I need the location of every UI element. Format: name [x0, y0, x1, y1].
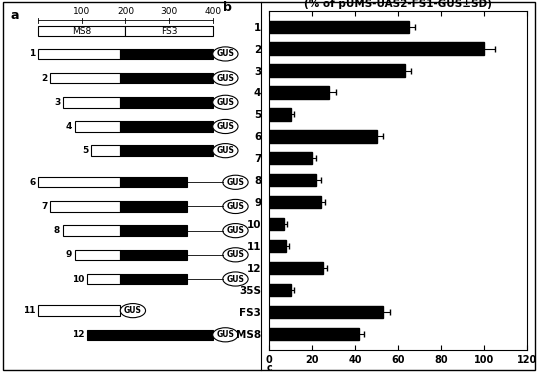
- Bar: [121, 201, 187, 212]
- Bar: [63, 97, 121, 108]
- Text: 200: 200: [117, 7, 134, 16]
- Bar: [90, 145, 121, 156]
- Text: 4: 4: [66, 122, 73, 131]
- Bar: [121, 274, 187, 284]
- Bar: [121, 145, 213, 156]
- Bar: [38, 26, 125, 36]
- Text: 8: 8: [54, 226, 60, 235]
- Bar: [38, 49, 121, 59]
- Bar: [269, 42, 484, 55]
- Text: MS8: MS8: [72, 27, 91, 36]
- Bar: [121, 225, 187, 236]
- Bar: [269, 328, 359, 340]
- Text: GUS: GUS: [216, 74, 235, 83]
- Text: 9: 9: [66, 250, 73, 259]
- Bar: [51, 73, 121, 83]
- Bar: [121, 250, 187, 260]
- Text: GUS: GUS: [216, 98, 235, 107]
- Bar: [121, 177, 187, 187]
- Ellipse shape: [213, 95, 238, 109]
- Bar: [121, 97, 213, 108]
- Text: c: c: [266, 363, 272, 372]
- Text: 3: 3: [54, 98, 60, 107]
- Bar: [121, 73, 213, 83]
- Text: 7: 7: [41, 202, 48, 211]
- Bar: [269, 20, 409, 33]
- Bar: [125, 26, 213, 36]
- Bar: [269, 153, 312, 164]
- Bar: [269, 196, 321, 208]
- Text: GUS: GUS: [124, 306, 142, 315]
- Text: GUS: GUS: [226, 178, 244, 187]
- Text: 400: 400: [204, 7, 221, 16]
- Ellipse shape: [223, 272, 248, 286]
- Bar: [269, 240, 286, 253]
- Text: 1: 1: [30, 49, 36, 58]
- Bar: [269, 64, 405, 77]
- Text: 10: 10: [72, 275, 84, 283]
- Title: Relative GUS Activity
(% of pUMS-UAS2-FS1-GUS±SD): Relative GUS Activity (% of pUMS-UAS2-FS…: [304, 0, 492, 9]
- Bar: [75, 250, 121, 260]
- Bar: [87, 330, 213, 340]
- Text: 5: 5: [82, 146, 88, 155]
- Ellipse shape: [213, 328, 238, 342]
- Text: 2: 2: [41, 74, 48, 83]
- Bar: [75, 121, 121, 132]
- Bar: [269, 86, 329, 99]
- Bar: [121, 121, 213, 132]
- Ellipse shape: [223, 248, 248, 262]
- Text: 12: 12: [72, 330, 84, 339]
- Bar: [38, 177, 121, 187]
- Bar: [269, 306, 383, 318]
- Ellipse shape: [213, 47, 238, 61]
- Ellipse shape: [223, 224, 248, 238]
- Text: GUS: GUS: [226, 275, 244, 283]
- Text: GUS: GUS: [216, 330, 235, 339]
- Text: FS3: FS3: [161, 27, 178, 36]
- Bar: [63, 225, 121, 236]
- Text: GUS: GUS: [226, 226, 244, 235]
- Bar: [269, 174, 316, 186]
- Bar: [269, 284, 291, 296]
- Ellipse shape: [213, 144, 238, 158]
- Ellipse shape: [213, 71, 238, 85]
- Text: GUS: GUS: [216, 146, 235, 155]
- Text: 100: 100: [73, 7, 90, 16]
- Bar: [87, 274, 121, 284]
- Text: a: a: [10, 9, 19, 22]
- Text: GUS: GUS: [226, 202, 244, 211]
- Bar: [121, 49, 213, 59]
- Bar: [51, 201, 121, 212]
- Text: 11: 11: [23, 306, 36, 315]
- Bar: [269, 108, 291, 121]
- Ellipse shape: [121, 304, 146, 318]
- Text: 300: 300: [160, 7, 178, 16]
- Ellipse shape: [213, 119, 238, 134]
- Text: 6: 6: [30, 178, 36, 187]
- Bar: [269, 218, 284, 230]
- Ellipse shape: [223, 175, 248, 189]
- Text: b: b: [223, 1, 231, 14]
- Bar: [269, 131, 377, 142]
- Ellipse shape: [223, 199, 248, 214]
- Text: GUS: GUS: [226, 250, 244, 259]
- Text: GUS: GUS: [216, 122, 235, 131]
- Bar: [38, 305, 121, 316]
- Text: GUS: GUS: [216, 49, 235, 58]
- Bar: [269, 262, 323, 275]
